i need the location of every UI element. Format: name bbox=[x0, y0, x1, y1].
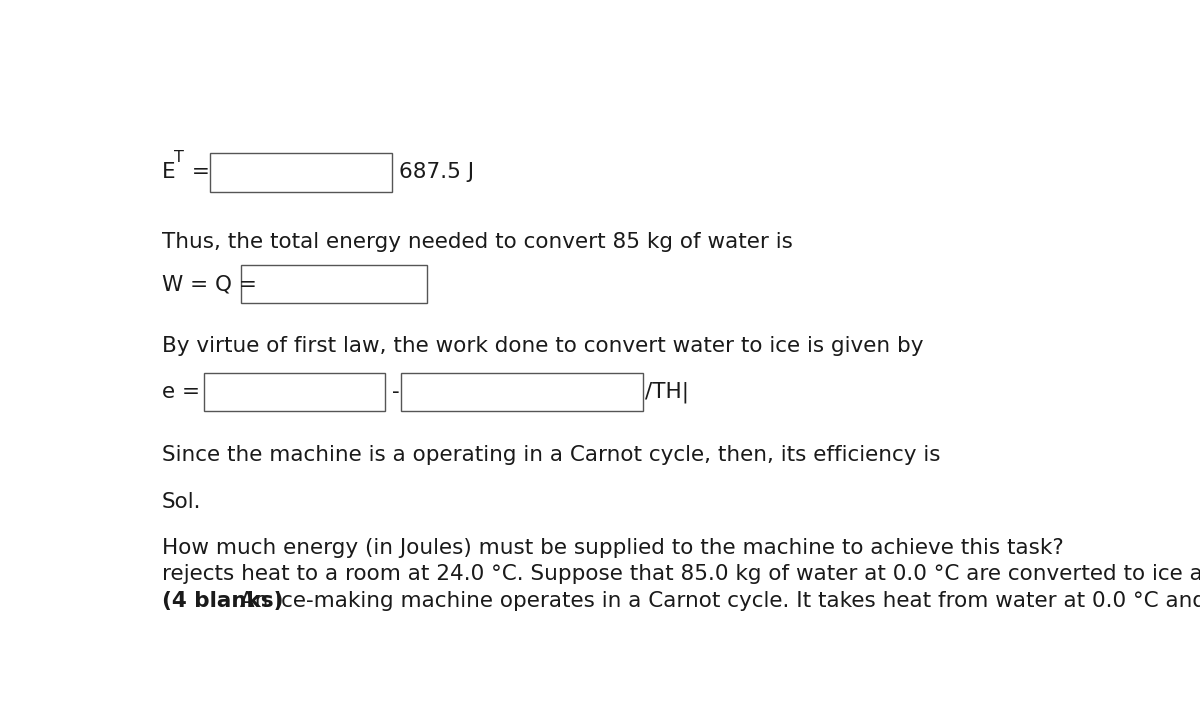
Text: /TH|: /TH| bbox=[644, 381, 689, 403]
Bar bbox=[204, 373, 385, 411]
Text: An ice-making machine operates in a Carnot cycle. It takes heat from water at 0.: An ice-making machine operates in a Carn… bbox=[233, 591, 1200, 611]
Text: =: = bbox=[185, 162, 210, 182]
Text: E: E bbox=[162, 162, 175, 182]
Text: rejects heat to a room at 24.0 °C. Suppose that 85.0 kg of water at 0.0 °C are c: rejects heat to a room at 24.0 °C. Suppo… bbox=[162, 564, 1200, 584]
Bar bbox=[401, 373, 643, 411]
Text: W = Q =: W = Q = bbox=[162, 274, 257, 294]
Text: T: T bbox=[174, 150, 184, 164]
Text: Thus, the total energy needed to convert 85 kg of water is: Thus, the total energy needed to convert… bbox=[162, 233, 793, 252]
Bar bbox=[241, 265, 427, 303]
Text: How much energy (in Joules) must be supplied to the machine to achieve this task: How much energy (in Joules) must be supp… bbox=[162, 538, 1064, 558]
Text: -: - bbox=[391, 382, 400, 402]
Bar bbox=[210, 153, 391, 191]
Text: 687.5 J: 687.5 J bbox=[400, 162, 474, 182]
Text: Since the machine is a operating in a Carnot cycle, then, its efficiency is: Since the machine is a operating in a Ca… bbox=[162, 445, 941, 465]
Text: Sol.: Sol. bbox=[162, 492, 202, 512]
Text: By virtue of first law, the work done to convert water to ice is given by: By virtue of first law, the work done to… bbox=[162, 336, 924, 356]
Text: e =: e = bbox=[162, 382, 200, 402]
Text: (4 blanks): (4 blanks) bbox=[162, 591, 283, 611]
